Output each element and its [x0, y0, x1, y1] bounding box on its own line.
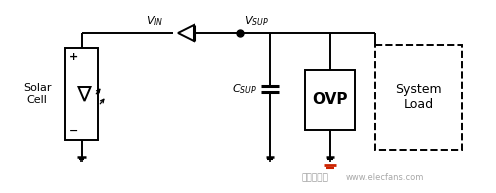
Text: Solar
Cell: Solar Cell: [23, 83, 51, 105]
Bar: [375, 45, 462, 150]
Bar: [65, 48, 98, 140]
Text: +: +: [69, 52, 78, 62]
Text: 电子发烧友: 电子发烧友: [302, 174, 328, 183]
Text: −: −: [69, 126, 78, 136]
Text: $V_{SUP}$: $V_{SUP}$: [244, 14, 269, 28]
Text: $C_{SUP}$: $C_{SUP}$: [232, 82, 257, 96]
Text: $V_{IN}$: $V_{IN}$: [146, 14, 164, 28]
Bar: [305, 70, 355, 130]
Text: OVP: OVP: [312, 92, 348, 108]
Text: System
Load: System Load: [395, 84, 442, 112]
Text: www.elecfans.com: www.elecfans.com: [346, 174, 424, 183]
